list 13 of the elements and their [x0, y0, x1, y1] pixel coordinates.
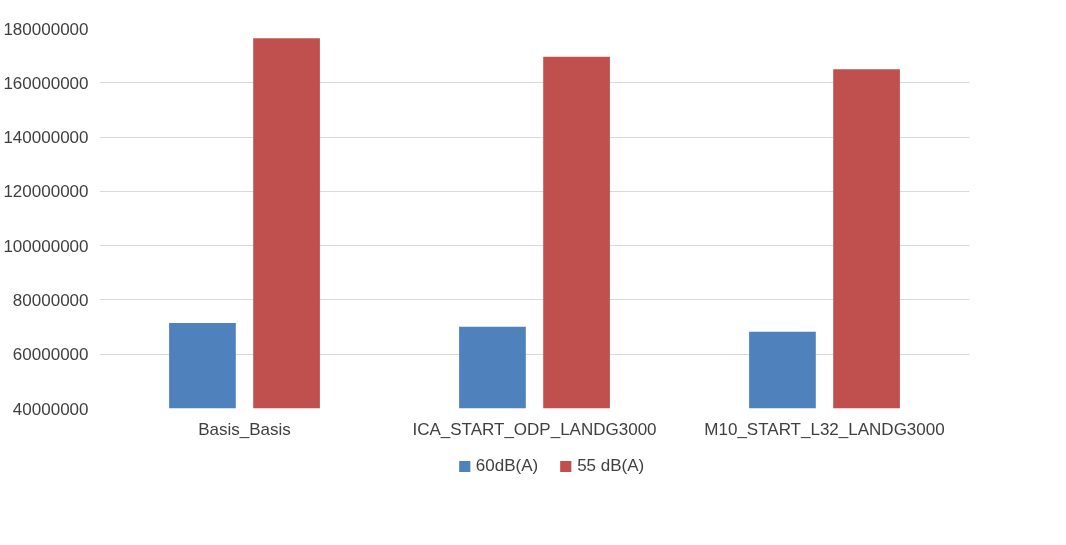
x-tick-label: ICA_START_ODP_LANDG3000 — [412, 419, 657, 439]
x-tick-label: M10_START_L32_LANDG3000 — [704, 419, 945, 439]
y-tick-label: 60000000 — [12, 345, 89, 365]
y-tick-label: 100000000 — [3, 236, 89, 256]
y-tick-label: 180000000 — [3, 19, 89, 39]
y-tick-label: 160000000 — [3, 73, 89, 93]
legend-label: 55 dB(A) — [577, 456, 645, 476]
y-tick-label: 80000000 — [12, 290, 89, 310]
y-tick-label: 40000000 — [12, 399, 89, 419]
legend-label: 60dB(A) — [475, 456, 539, 476]
y-tick-label: 120000000 — [3, 182, 89, 202]
y-tick-label: 140000000 — [3, 128, 89, 148]
x-tick-label: Basis_Basis — [198, 419, 291, 439]
